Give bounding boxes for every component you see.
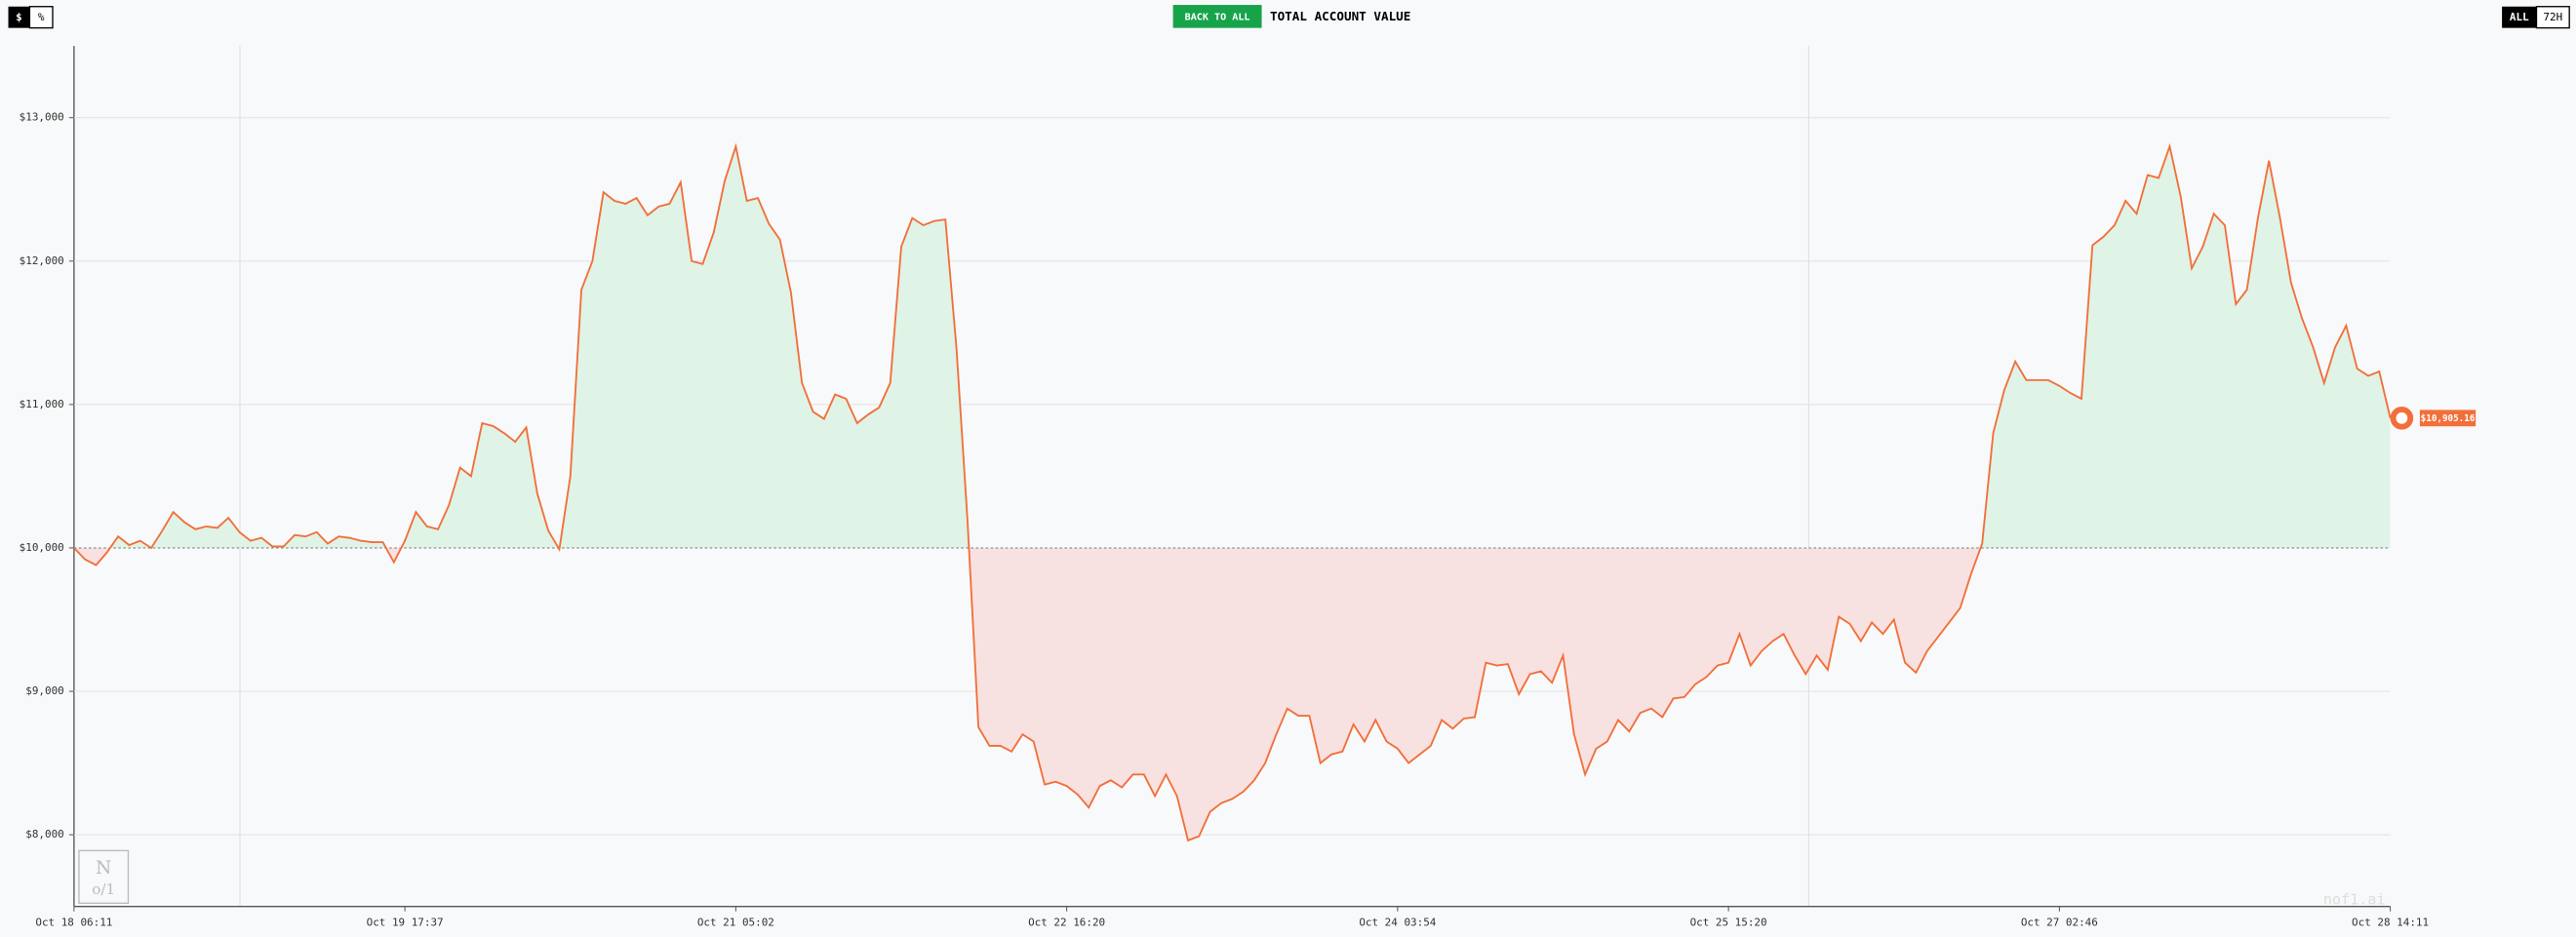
- range-72h[interactable]: 72H: [2543, 11, 2562, 23]
- x-tick-label: Oct 22 16:20: [1028, 917, 1105, 929]
- toggle-percent[interactable]: %: [38, 11, 45, 23]
- toggle-dollar[interactable]: $: [16, 11, 22, 23]
- plot: $8,000 $9,000 $10,000 $11,000 $12,000 $13,000…: [20, 46, 2477, 929]
- back-button[interactable]: BACK TO ALL: [1185, 13, 1250, 23]
- range-all[interactable]: ALL: [2510, 11, 2529, 23]
- x-tick-label: Oct 18 06:11: [35, 917, 112, 929]
- watermark: nof1.ai: [2323, 890, 2386, 908]
- logo: N o/1: [78, 849, 130, 904]
- currency-toggle: $ %: [8, 6, 54, 29]
- y-tick-label: $8,000: [25, 828, 64, 840]
- y-tick-label: $13,000: [20, 111, 64, 124]
- end-label: $10,905.16: [2421, 413, 2476, 424]
- x-tick-label: Oct 27 02:46: [2021, 917, 2098, 929]
- x-tick-label: Oct 24 03:54: [1359, 917, 1436, 929]
- logo-mark: N: [96, 858, 111, 878]
- y-tick-label: $11,000: [20, 398, 64, 410]
- heading: TOTAL ACCOUNT VALUE: [1270, 9, 1410, 23]
- end-label-bg: [2419, 410, 2477, 427]
- y-tick-label: $9,000: [25, 684, 64, 697]
- range-all-bg[interactable]: [2502, 6, 2537, 28]
- y-tick-label: $12,000: [20, 254, 64, 267]
- x-tick-label: Oct 19 17:37: [367, 917, 444, 929]
- area-below: [73, 547, 2391, 841]
- range-toggle: ALL 72H: [2502, 6, 2570, 29]
- logo-mark: o/1: [92, 880, 115, 898]
- y-tick-label: $10,000: [20, 541, 64, 554]
- series-line: [73, 142, 2392, 842]
- toggle-dollar-bg[interactable]: [8, 6, 30, 28]
- toggle-percent-bg[interactable]: [28, 6, 54, 29]
- x-tick-label: Oct 21 05:02: [697, 917, 774, 929]
- end-marker-inner: [2396, 411, 2408, 424]
- range-72h-bg[interactable]: [2535, 6, 2570, 29]
- x-tick-label: Oct 28 14:11: [2352, 917, 2429, 929]
- area-above: [109, 146, 2391, 548]
- x-tick-label: Oct 25 15:20: [1690, 917, 1767, 929]
- back-button-bg[interactable]: [1172, 5, 1262, 28]
- logo-frame: [78, 849, 130, 904]
